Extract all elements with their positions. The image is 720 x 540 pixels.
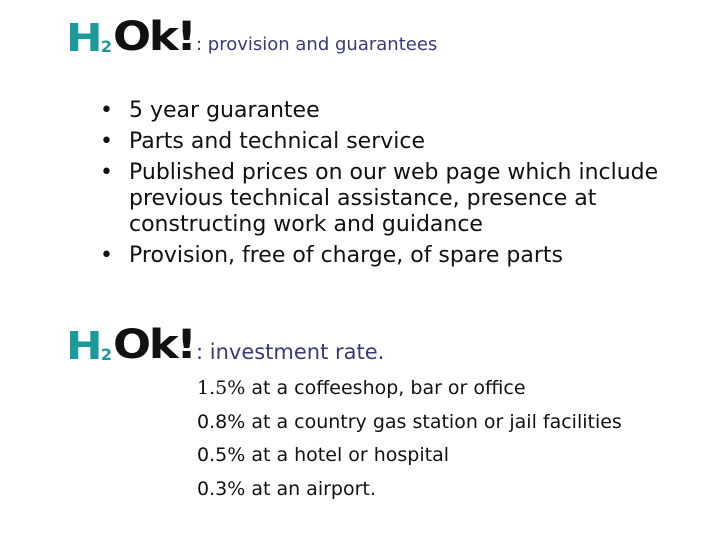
list-item: • Provision, free of charge, of spare par… (100, 243, 564, 268)
bullet-icon: • (100, 243, 113, 268)
bullet-icon: • (100, 160, 113, 185)
list-item: • Parts and technical service (100, 129, 426, 154)
rate-item: 0.5% at a hotel or hospital (197, 444, 450, 466)
list-item: • 5 year guarantee (100, 98, 320, 123)
rate-item: 0.3% at an airport. (197, 477, 376, 500)
section-heading-investment: : investment rate. (196, 340, 385, 364)
h2ok-logo: H 2 Ok! (66, 17, 197, 57)
guarantee-list: • 5 year guarantee • Parts and technical s… (100, 98, 720, 274)
logo-ok: Ok! (112, 322, 197, 368)
rate-item: 1.5% at a coffeeshop, bar or office (197, 377, 526, 399)
rate-item: 0.8% at a country gas station or jail fa… (197, 410, 622, 433)
section-heading-provision: : provision and guarantees (196, 34, 438, 55)
bullet-icon: • (100, 98, 113, 123)
logo-2: 2 (100, 37, 112, 56)
logo-h: H (66, 16, 103, 60)
investment-rate-list: 1.5% at a coffeeshop, bar or office 0.8%… (197, 376, 622, 510)
logo-2: 2 (100, 345, 112, 364)
h2ok-logo: H 2 Ok! (66, 325, 197, 365)
list-item: • Published prices on our web page which … (100, 160, 659, 237)
bullet-icon: • (100, 129, 113, 154)
logo-h: H (66, 324, 103, 368)
logo-ok: Ok! (112, 14, 197, 60)
